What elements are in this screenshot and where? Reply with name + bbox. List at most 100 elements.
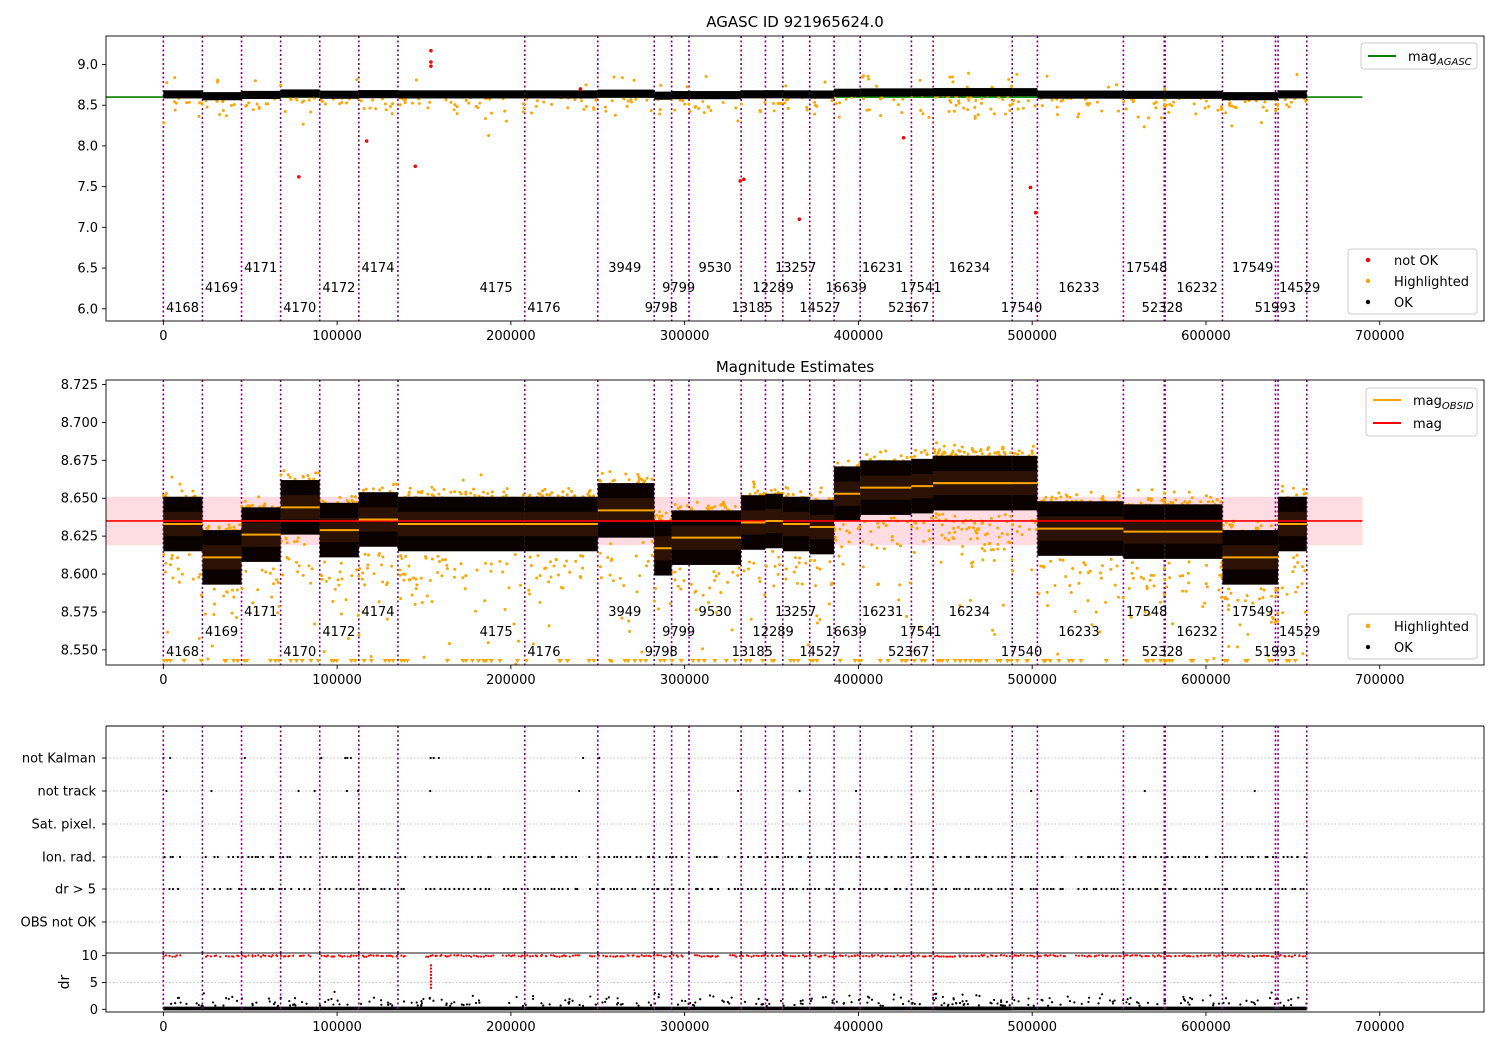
highlighted-point	[797, 561, 801, 565]
dr-point	[943, 1002, 946, 1005]
highlighted-clipped-marker	[161, 659, 167, 663]
flag-point	[1168, 887, 1171, 891]
highlighted-point	[943, 451, 947, 455]
dr-not-ok-point	[1199, 954, 1203, 957]
dr-point	[1256, 999, 1259, 1002]
highlighted-point	[1211, 500, 1215, 504]
highlighted-point	[865, 108, 869, 112]
highlighted-point	[848, 531, 852, 535]
highlighted-point	[1262, 588, 1266, 592]
highlighted-point	[203, 612, 207, 616]
dr-point	[1279, 1001, 1282, 1004]
panel-dr-xtick-label: 0	[159, 1020, 167, 1035]
highlighted-point	[384, 108, 388, 112]
highlighted-point	[1040, 104, 1044, 108]
highlighted-point	[1162, 567, 1166, 571]
highlighted-point	[1300, 582, 1304, 586]
highlighted-point	[440, 574, 444, 578]
flag-point	[1100, 887, 1103, 891]
highlighted-point	[1216, 108, 1220, 112]
highlighted-point	[965, 95, 969, 99]
flag-point	[1257, 855, 1260, 859]
panel-magnitude-estimates-xtick-label: 400000	[834, 673, 884, 688]
highlighted-clipped-marker	[858, 659, 864, 663]
panel-magnitude-estimates-xtick-label: 0	[159, 673, 167, 688]
highlighted-point	[279, 473, 283, 477]
highlighted-point	[474, 609, 478, 613]
not-ok-point	[901, 135, 906, 140]
dr-point	[440, 998, 443, 1001]
highlighted-point	[734, 106, 738, 110]
highlighted-clipped-marker	[788, 659, 794, 663]
highlighted-point	[345, 498, 349, 502]
dr-point	[657, 995, 660, 999]
dr-not-ok-point	[1298, 954, 1301, 958]
highlighted-point	[627, 478, 631, 482]
highlighted-clipped-marker	[814, 659, 820, 663]
flag-point	[335, 887, 338, 891]
dr-not-ok-point	[435, 954, 438, 957]
highlighted-point	[1169, 500, 1173, 504]
flag-point	[303, 887, 306, 891]
highlighted-point	[171, 576, 175, 580]
flag-point	[453, 887, 456, 891]
highlighted-point	[841, 562, 845, 566]
dr-point	[1212, 1002, 1215, 1005]
flag-point	[576, 887, 579, 891]
flag-point	[1051, 855, 1054, 859]
highlighted-point	[612, 75, 616, 79]
dr-not-ok-point	[206, 954, 209, 957]
highlighted-point	[483, 117, 487, 121]
dr-point	[824, 996, 827, 999]
highlighted-point	[253, 79, 257, 83]
flag-point	[974, 887, 977, 891]
dr-not-ok-point	[1163, 955, 1166, 958]
dr-not-ok-point	[477, 955, 480, 958]
highlighted-clipped-marker	[963, 659, 969, 663]
highlighted-clipped-marker	[463, 659, 469, 663]
highlighted-point	[841, 523, 845, 527]
highlighted-point	[1270, 594, 1274, 598]
flag-point	[964, 887, 967, 891]
dr-not-ok-point	[1208, 954, 1212, 957]
dr-point	[616, 1001, 620, 1005]
dr-not-ok-point	[1230, 954, 1233, 957]
dr-point	[594, 1003, 597, 1006]
highlighted-point	[538, 574, 542, 578]
flag-point	[754, 887, 757, 891]
highlighted-point	[277, 604, 281, 608]
highlighted-point	[245, 103, 249, 107]
highlighted-point	[357, 633, 361, 637]
dr-not-ok-point	[905, 954, 909, 958]
ok-points-band	[741, 90, 766, 99]
dr-not-ok-point	[1026, 954, 1029, 957]
dr-point	[1282, 1004, 1286, 1007]
obsid-label-9798: 9798	[645, 645, 678, 660]
highlighted-point	[598, 551, 602, 555]
highlighted-point	[1204, 582, 1208, 586]
dr-ok-band	[654, 1006, 672, 1011]
highlighted-point	[1263, 100, 1267, 104]
highlighted-point	[173, 108, 177, 112]
flag-point	[1182, 855, 1185, 859]
highlighted-point	[197, 114, 201, 118]
highlighted-clipped-marker	[565, 659, 571, 663]
highlighted-point	[837, 554, 841, 558]
highlighted-point	[191, 489, 195, 493]
highlighted-point	[815, 621, 819, 625]
flag-point	[432, 756, 435, 760]
dr-not-ok-point	[523, 955, 526, 958]
highlighted-point	[224, 527, 228, 531]
panel-agasc-ytick-label: 6.5	[77, 262, 98, 277]
highlighted-point	[355, 568, 359, 572]
flag-point	[1083, 887, 1086, 891]
highlighted-point	[879, 114, 883, 118]
dr-not-ok-point	[376, 954, 380, 957]
highlighted-point	[756, 489, 760, 493]
highlighted-point	[473, 493, 477, 497]
highlighted-point	[773, 564, 777, 568]
dr-not-ok-point	[571, 954, 574, 957]
dr-not-ok-point	[896, 954, 899, 957]
dr-point	[515, 995, 518, 999]
highlighted-point	[1295, 73, 1299, 77]
